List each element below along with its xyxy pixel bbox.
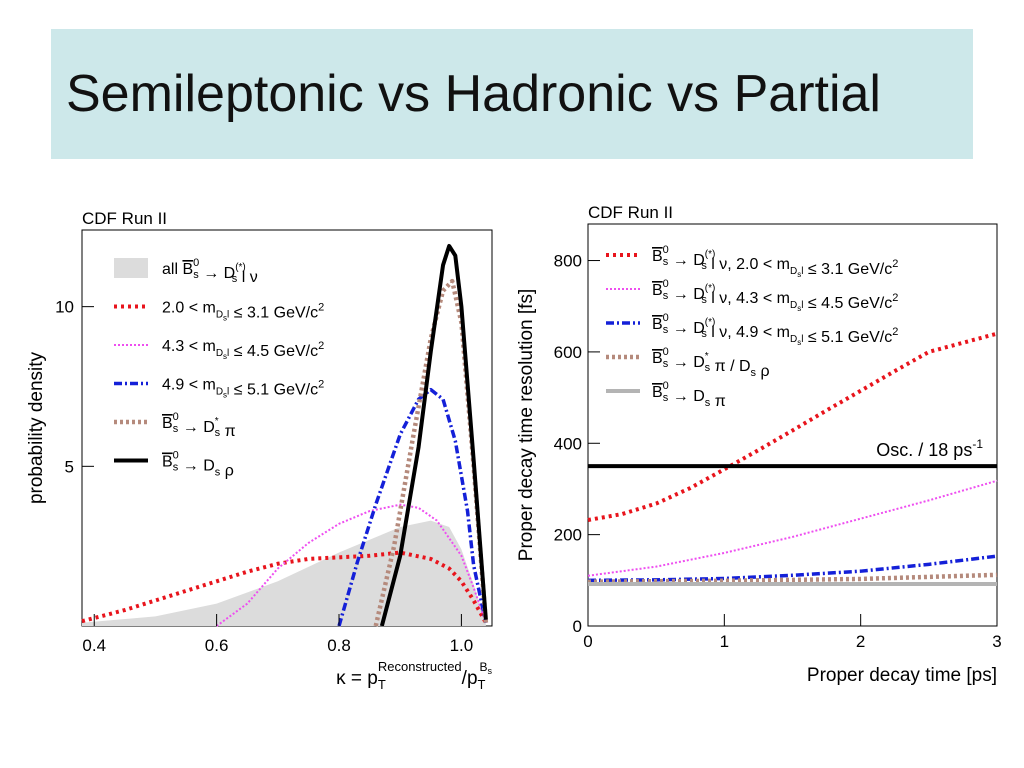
right-ytick-label: 0 [573, 617, 582, 636]
left-legend-label: B0 s → Ds ρ [162, 450, 234, 480]
left-legend-swatch-fill [114, 258, 148, 278]
left-series-magenta-dot [216, 503, 487, 627]
right-legend-label: B0 s → D(*) s l ν, 2.0 < mDsl ≤ 3.1 GeV/c2 [652, 244, 898, 279]
left-legend-label: 2.0 < mDsl ≤ 3.1 GeV/c2 [162, 300, 324, 323]
right-xlabel: Proper decay time [ps] [807, 665, 997, 686]
left-series-fill [82, 520, 486, 626]
right-ylabel: Proper decay time resolution [fs] [516, 289, 537, 561]
right-xtick-label: 3 [992, 632, 1001, 651]
left-series-red-dot [81, 550, 488, 624]
right-ytick-label: 800 [554, 252, 582, 271]
title-banner [51, 29, 973, 159]
right-ytick-label: 200 [554, 526, 582, 545]
right-xtick-label: 1 [720, 632, 729, 651]
right-legend-label: B0 s → Ds π [652, 380, 726, 410]
left-ytick-label: 5 [65, 457, 74, 476]
left-xtick-label: 0.6 [205, 636, 229, 655]
right-ytick-label: 600 [554, 343, 582, 362]
right-series-red-dot [587, 331, 998, 522]
left-legend-label: B0 s → D* s π [162, 411, 236, 440]
left-xtick-label: 1.0 [450, 636, 474, 655]
right-chart: 0 1 2 3 0 200 400 600 800 CDF Run II Proper decay … [516, 203, 1002, 686]
left-annotation: CDF Run II [82, 209, 167, 228]
right-ytick-label: 400 [554, 434, 582, 453]
right-legend-label: B0 s → D(*) s l ν, 4.9 < mDsl ≤ 5.1 GeV/c2 [652, 312, 898, 347]
left-xtick-label: 0.8 [327, 636, 351, 655]
right-legend-label: B0 s → D* s π / Ds ρ [652, 346, 770, 380]
slide-title: Semileptonic vs Hadronic vs Partial [66, 65, 881, 123]
left-ylabel: probability density [26, 351, 47, 504]
left-ytick-label: 10 [55, 298, 74, 317]
right-series-brown-dot [587, 572, 998, 584]
left-legend-label: 4.9 < mDsl ≤ 5.1 GeV/c2 [162, 377, 324, 400]
right-annotation: CDF Run II [588, 203, 673, 222]
left-legend-label: all B0 s → D(*) s l ν [162, 257, 258, 286]
left-series-blue-dashdot [337, 387, 488, 627]
right-xtick-label: 2 [856, 632, 865, 651]
right-plot-frame [587, 223, 998, 627]
left-xlabel: κ = pTReconstructed/pTBs [336, 659, 492, 692]
left-series-black-solid [379, 243, 488, 627]
right-legend-label: B0 s → D(*) s l ν, 4.3 < mDsl ≤ 4.5 GeV/c2 [652, 278, 898, 313]
left-xtick-label: 0.4 [82, 636, 106, 655]
right-osc-label: Osc. / 18 ps-1 [876, 437, 983, 460]
right-xtick-label: 0 [583, 632, 592, 651]
left-legend-label: 4.3 < mDsl ≤ 4.5 GeV/c2 [162, 338, 324, 361]
left-chart: 0.4 0.6 0.8 1.0 5 10 CDF Run II probability den… [26, 209, 493, 692]
right-series-magenta-dot [587, 479, 998, 577]
